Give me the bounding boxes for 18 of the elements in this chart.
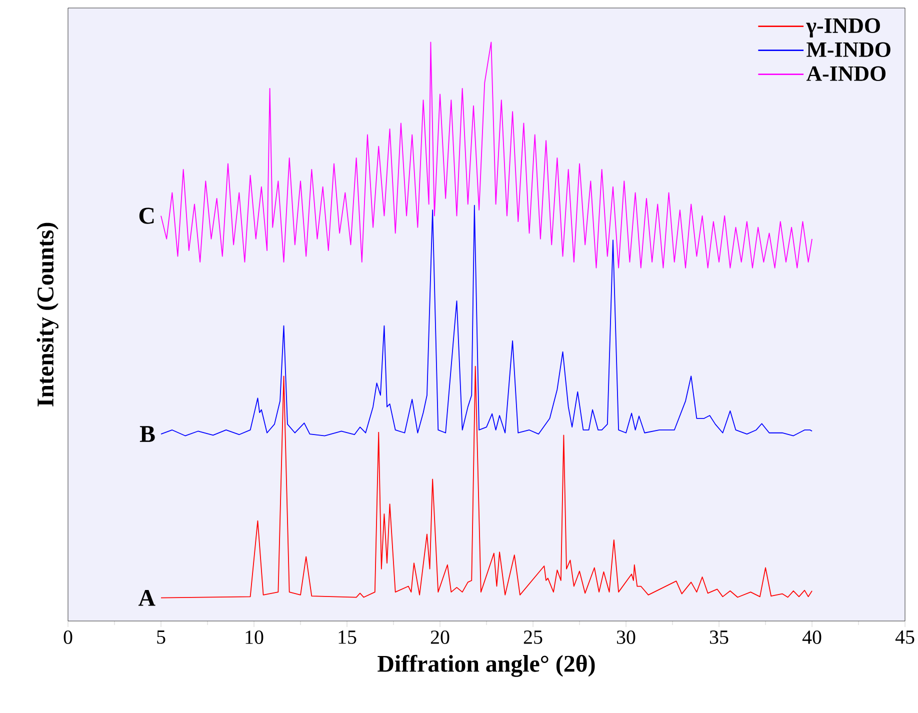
annotation: B (140, 426, 155, 442)
x-tick-label: 10 (246, 630, 264, 644)
legend-label: γ-INDO (806, 18, 880, 38)
annotation: A (138, 590, 156, 606)
x-tick-label: 45 (895, 630, 914, 644)
legend-label: A-INDO (806, 66, 886, 82)
x-tick-label: 25 (524, 630, 542, 644)
y-axis-title: Intensity (Counts) (36, 222, 58, 406)
x-tick-label: 30 (617, 630, 636, 644)
x-tick-label: 40 (802, 630, 822, 644)
x-tick-label: 0 (64, 630, 72, 644)
x-tick-label: 35 (710, 630, 728, 644)
x-tick-label: 20 (430, 630, 450, 644)
legend-label: M-INDO (806, 42, 890, 58)
x-tick-label: 5 (157, 630, 166, 644)
x-axis-title: Diffration angle° (2θ) (378, 654, 595, 677)
annotation: C (139, 208, 154, 224)
x-tick-label: 15 (338, 630, 356, 644)
